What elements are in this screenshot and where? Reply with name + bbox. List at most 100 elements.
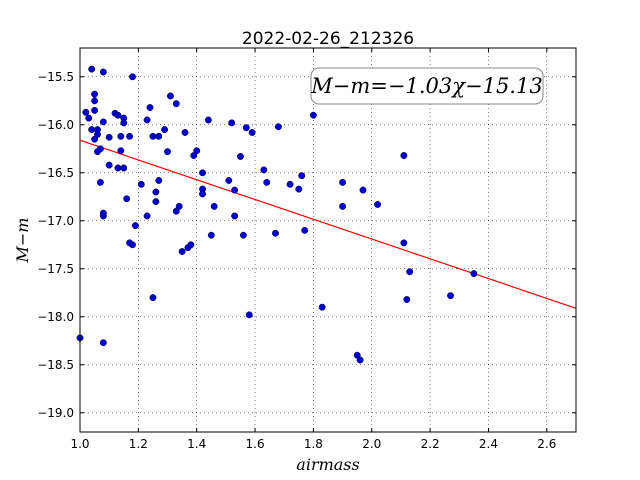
- data-point: [117, 147, 125, 155]
- x-axis-ticks: 1.0 1.2 1.4 1.6 1.8 2.0 2.2 2.4 2.6: [70, 48, 556, 451]
- data-point: [105, 161, 113, 169]
- data-point: [274, 123, 282, 131]
- data-point: [406, 268, 414, 276]
- grid-lines: [79, 48, 576, 432]
- data-point: [152, 198, 160, 206]
- data-point: [260, 166, 268, 174]
- data-point: [359, 186, 367, 194]
- data-point: [105, 133, 113, 141]
- data-point: [120, 164, 128, 172]
- data-point: [231, 212, 239, 220]
- equation-annotation: M−m=−1.03χ−15.13: [310, 67, 544, 105]
- data-point: [374, 201, 382, 208]
- data-point: [152, 188, 160, 196]
- fit-line-layer: [79, 139, 577, 309]
- data-point: [99, 68, 107, 76]
- data-point: [204, 116, 212, 124]
- x-tick-label: 2.2: [421, 437, 440, 451]
- x-tick-label: 1.2: [129, 437, 148, 451]
- data-point: [199, 190, 206, 198]
- x-tick-label: 1.4: [187, 437, 206, 451]
- data-point: [187, 241, 195, 249]
- data-point: [237, 153, 244, 160]
- data-point: [178, 248, 186, 255]
- y-tick-label: −17.5: [37, 262, 74, 276]
- data-point: [123, 195, 131, 203]
- y-tick-label: −18.0: [37, 310, 74, 324]
- data-point: [228, 119, 236, 127]
- data-point: [263, 178, 271, 186]
- data-point: [164, 148, 171, 156]
- data-point: [248, 129, 256, 136]
- y-tick-label: −17.0: [37, 214, 74, 228]
- data-point: [447, 292, 454, 300]
- data-point: [143, 212, 151, 220]
- data-point: [161, 126, 169, 134]
- data-point: [242, 124, 250, 132]
- x-tick-label: 1.8: [304, 437, 323, 451]
- y-tick-label: −16.0: [37, 118, 74, 132]
- data-point: [82, 108, 90, 116]
- data-point: [166, 92, 174, 100]
- data-point: [91, 97, 99, 105]
- data-point: [131, 222, 139, 230]
- data-point: [245, 311, 253, 319]
- data-point: [400, 239, 408, 247]
- data-point: [155, 177, 163, 184]
- data-point: [295, 185, 303, 193]
- data-point: [117, 132, 125, 140]
- data-point: [146, 104, 154, 111]
- data-point: [339, 202, 347, 210]
- data-point: [88, 126, 96, 134]
- data-point: [120, 119, 128, 127]
- data-point: [225, 177, 233, 184]
- data-point: [149, 132, 157, 140]
- data-point: [193, 147, 201, 155]
- data-point: [114, 164, 122, 172]
- data-point: [239, 231, 247, 239]
- equation-text: M−m=−1.03χ−15.13: [310, 74, 542, 98]
- y-axis-ticks: −15.5 −16.0 −16.5 −17.0 −17.5 −18.0 −18.5 −19.0: [37, 70, 576, 420]
- plot-area-frame: [79, 47, 577, 433]
- data-point: [99, 209, 107, 217]
- data-point: [96, 178, 104, 186]
- x-tick-label: 2.4: [479, 437, 498, 451]
- data-point: [114, 111, 122, 119]
- data-point: [91, 106, 99, 114]
- y-tick-label: −15.5: [37, 70, 74, 84]
- data-point: [99, 118, 107, 126]
- data-point: [155, 132, 163, 140]
- data-point: [318, 303, 326, 311]
- data-point: [99, 339, 107, 347]
- data-point: [470, 270, 478, 278]
- x-tick-label: 1.0: [70, 437, 89, 451]
- y-tick-label: −19.0: [37, 406, 74, 420]
- data-point: [137, 180, 145, 188]
- data-point: [149, 294, 157, 302]
- data-point: [91, 90, 99, 98]
- x-tick-label: 2.6: [537, 437, 556, 451]
- data-point: [286, 180, 294, 188]
- data-point: [88, 65, 96, 73]
- x-axis-label: airmass: [296, 455, 359, 474]
- data-point: [272, 229, 279, 237]
- x-tick-label: 1.6: [246, 437, 265, 451]
- chart-title: 2022-02-26_212326: [242, 29, 414, 49]
- data-point: [298, 172, 306, 180]
- y-tick-label: −16.5: [37, 166, 74, 180]
- data-point: [309, 111, 317, 119]
- data-point: [126, 132, 134, 140]
- data-point: [175, 202, 183, 210]
- data-point: [181, 129, 189, 136]
- data-point: [129, 73, 136, 81]
- x-tick-label: 2.0: [362, 437, 381, 451]
- data-point: [301, 226, 309, 234]
- y-tick-label: −18.5: [37, 358, 74, 372]
- data-point: [129, 241, 136, 249]
- data-point: [199, 169, 206, 177]
- data-point: [210, 202, 218, 210]
- fit-line: [79, 139, 577, 309]
- y-axis-label: M−m: [13, 218, 32, 264]
- data-point: [85, 114, 93, 122]
